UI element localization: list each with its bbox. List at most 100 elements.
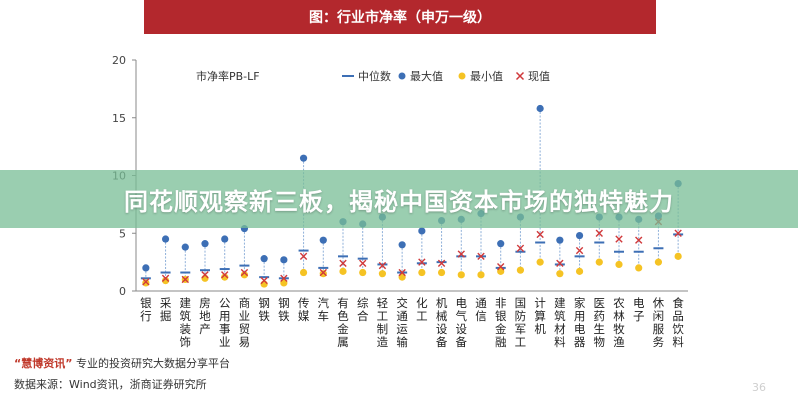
x-tick-label: 掘	[160, 309, 172, 323]
x-tick-label: 装	[180, 322, 192, 336]
x-tick-label: 综	[357, 296, 369, 310]
current-point	[299, 252, 308, 261]
x-tick-label: 输	[396, 335, 408, 349]
x-tick-label: 融	[495, 335, 507, 349]
x-tick-label: 设	[456, 322, 468, 336]
current-point	[536, 230, 544, 239]
min-point	[398, 273, 406, 281]
x-tick-label: 器	[574, 335, 586, 349]
max-point	[280, 256, 288, 264]
x-tick-label: 计	[534, 296, 546, 310]
x-tick-label: 金	[495, 322, 507, 336]
x-tick-label: 林	[613, 309, 625, 323]
brand-name: “慧博资讯”	[14, 357, 73, 370]
x-tick-label: 采	[160, 296, 172, 310]
min-point	[516, 266, 525, 274]
max-point	[260, 255, 268, 263]
max-point	[221, 235, 229, 243]
current-point	[497, 263, 505, 271]
x-tick-label: 产	[199, 322, 211, 336]
legend-current-swatch	[515, 71, 525, 81]
x-tick-label: 通	[396, 309, 408, 323]
x-tick-label: 商	[239, 296, 251, 310]
page-number: 36	[752, 381, 766, 394]
x-tick-label: 工	[515, 335, 527, 349]
x-tick-label: 设	[436, 322, 448, 336]
x-tick-label: 业	[219, 335, 231, 349]
max-point	[536, 104, 544, 113]
x-tick-label: 备	[436, 335, 448, 349]
x-tick-label: 色	[337, 309, 349, 323]
min-point	[339, 267, 347, 275]
x-tick-label: 易	[239, 335, 251, 349]
max-point	[201, 240, 209, 248]
current-point	[595, 229, 603, 237]
x-tick-label: 务	[653, 335, 665, 349]
x-tick-label: 料	[672, 335, 684, 349]
x-tick-label: 渔	[613, 335, 625, 349]
min-point	[536, 258, 544, 266]
x-tick-label: 汽	[318, 296, 330, 310]
current-point	[240, 268, 249, 277]
x-tick-label: 饮	[672, 322, 684, 336]
x-tick-label: 医	[594, 296, 606, 310]
y-tick-label: 15	[112, 112, 126, 125]
legend-max-swatch	[398, 72, 406, 80]
x-tick-label: 业	[239, 309, 251, 323]
x-tick-label: 钢	[278, 296, 290, 310]
legend-max-label: 最大值	[410, 69, 443, 83]
max-point	[418, 227, 426, 235]
max-point	[575, 231, 584, 240]
x-tick-label: 农	[613, 296, 625, 310]
current-point	[556, 259, 564, 267]
x-tick-label: 运	[396, 322, 408, 336]
x-tick-label: 休	[653, 296, 665, 310]
x-tick-label: 传	[298, 296, 310, 310]
x-tick-label: 通	[475, 296, 487, 310]
min-point	[556, 270, 564, 278]
legend-median-label: 中位数	[358, 69, 391, 83]
x-tick-label: 地	[199, 309, 211, 323]
min-point	[654, 258, 663, 266]
x-tick-label: 牧	[613, 322, 625, 336]
max-point	[299, 154, 308, 162]
x-tick-label: 家	[574, 296, 586, 310]
chart-title: 图：行业市净率（申万一级）	[309, 10, 491, 26]
min-point	[221, 273, 229, 281]
current-point	[575, 246, 584, 255]
x-tick-label: 银	[495, 309, 507, 323]
x-tick-label: 备	[456, 335, 468, 349]
x-tick-label: 工	[377, 309, 389, 323]
x-tick-label: 交	[396, 296, 408, 310]
current-point	[339, 259, 347, 267]
x-tick-label: 铁	[278, 309, 290, 323]
x-tick-label: 化	[416, 296, 428, 310]
min-point	[497, 267, 505, 275]
min-point	[418, 268, 426, 277]
max-point	[319, 236, 327, 244]
x-tick-label: 子	[633, 309, 645, 323]
min-point	[359, 268, 367, 277]
x-tick-label: 贸	[239, 322, 251, 336]
current-point	[221, 271, 229, 279]
current-point	[418, 258, 426, 266]
x-tick-label: 合	[357, 309, 369, 323]
x-tick-label: 材	[554, 322, 566, 336]
x-tick-label: 械	[436, 309, 448, 323]
min-point	[575, 267, 584, 275]
x-tick-label: 服	[653, 322, 665, 336]
x-tick-label: 军	[515, 322, 527, 336]
min-point	[674, 252, 682, 260]
x-tick-label: 饰	[180, 335, 192, 349]
x-tick-label: 车	[318, 309, 330, 323]
x-tick-label: 信	[475, 309, 487, 323]
max-point	[181, 243, 189, 251]
x-tick-label: 媒	[298, 309, 310, 323]
legend-min-swatch	[458, 72, 466, 80]
current-point	[359, 259, 367, 267]
current-point	[516, 244, 525, 252]
min-point	[477, 271, 485, 279]
brand-tagline: 专业的投资研究大数据分享平台	[75, 357, 230, 370]
x-tick-label: 食	[672, 296, 684, 310]
x-tick-label: 用	[219, 309, 231, 323]
